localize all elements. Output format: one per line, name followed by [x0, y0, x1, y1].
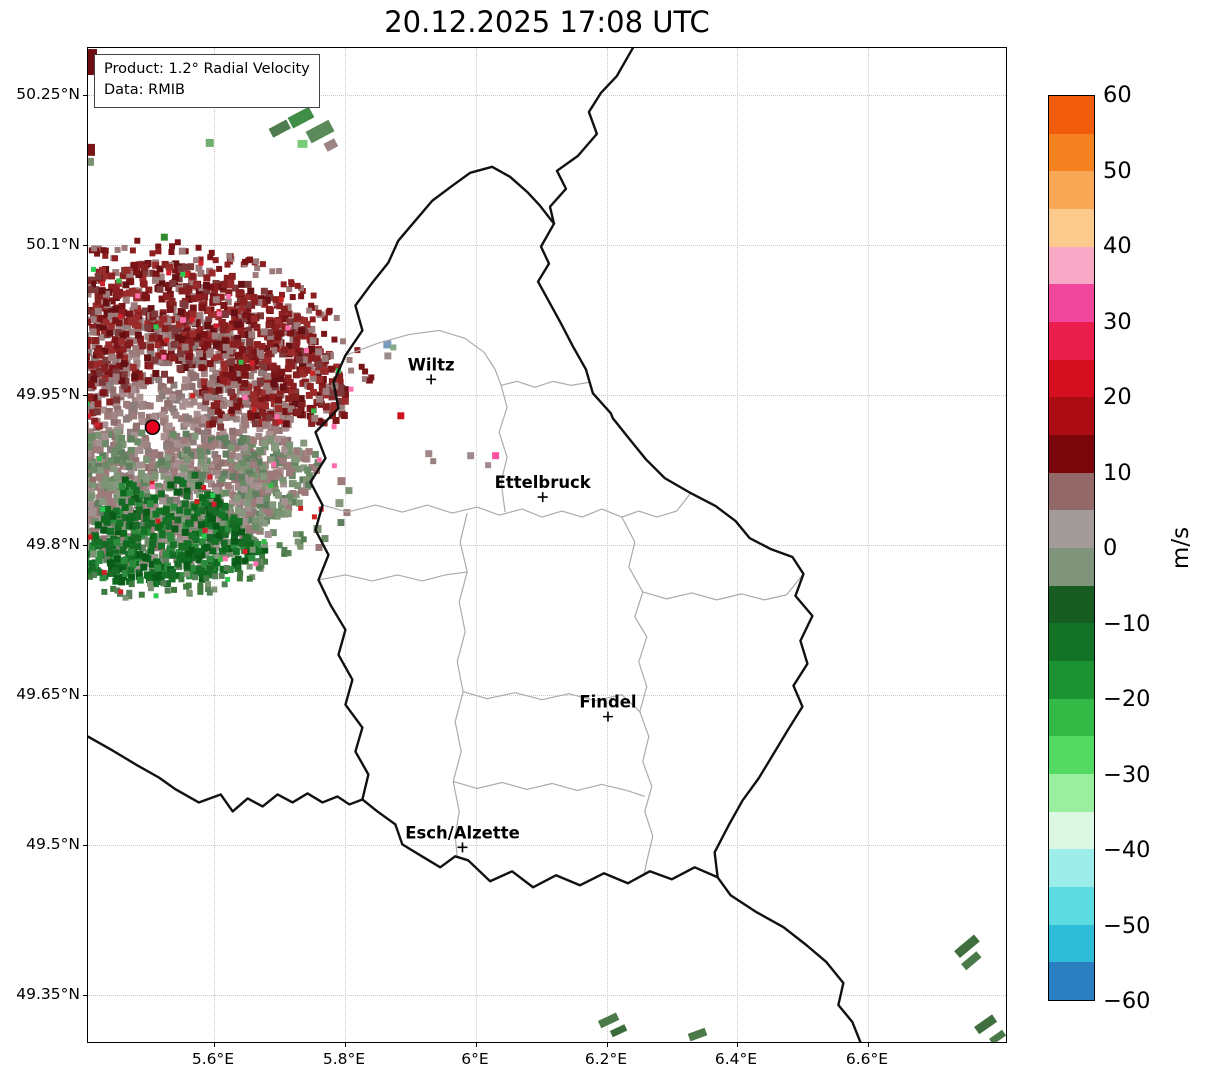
colorbar-tick-label: −40: [1103, 837, 1151, 863]
colorbar-segment: [1049, 397, 1094, 436]
colorbar-segment: [1049, 246, 1094, 285]
x-tick-label: 5.6°E: [191, 1050, 235, 1068]
svg-text:Findel: Findel: [579, 693, 636, 712]
radar-site-marker: [144, 419, 161, 435]
colorbar-segment: [1049, 623, 1094, 662]
x-tick-label: 5.8°E: [322, 1050, 366, 1068]
colorbar-tick-label: 0: [1103, 535, 1118, 561]
colorbar-segment: [1049, 811, 1094, 850]
colorbar-segment: [1049, 284, 1094, 323]
border-be-de-lu-east: [536, 48, 862, 1042]
colorbar-tick-label: −10: [1103, 611, 1151, 637]
colorbar-segment: [1049, 698, 1094, 737]
colorbar-tick-label: 20: [1103, 384, 1132, 410]
y-tick-label: 49.5°N: [26, 835, 80, 853]
city-marker: Esch/Alzette: [405, 823, 520, 853]
svg-text:Wiltz: Wiltz: [408, 355, 455, 374]
canton-borders: [318, 329, 804, 877]
colorbar-tick-label: 40: [1103, 233, 1132, 259]
border-fr-be: [88, 735, 364, 813]
colorbar-tick-label: 60: [1103, 82, 1132, 108]
colorbar-segment: [1049, 133, 1094, 172]
city-marker: Ettelbruck: [495, 473, 592, 503]
border-lu-south-west: [309, 165, 719, 889]
city-marker: Findel: [579, 693, 637, 722]
country-borders: [88, 48, 862, 1042]
scattered-echo-patches: [88, 49, 1006, 1042]
colorbar-segment: [1049, 472, 1094, 511]
colorbar-tick-label: 10: [1103, 460, 1132, 486]
radar-velocity-field: [88, 237, 375, 601]
city-markers: Wiltz Ettelbruck Findel Esch/Alzette: [405, 355, 637, 853]
legend-data-line: Data: RMIB: [104, 82, 185, 99]
colorbar-segment: [1049, 585, 1094, 624]
colorbar-segment: [1049, 548, 1094, 586]
colorbar-segment: [1049, 774, 1094, 812]
map-plot: Wiltz Ettelbruck Findel Esch/Alzette Produc…: [83, 47, 1007, 1047]
colorbar-segment: [1049, 962, 1094, 1001]
colorbar-segment: [1049, 661, 1094, 699]
colorbar-unit-label: m/s: [1168, 526, 1194, 570]
legend-box: Product: 1.2° Radial Velocity Data: RMIB: [94, 54, 320, 109]
colorbar: [1048, 95, 1095, 1001]
colorbar-segment: [1049, 359, 1094, 398]
colorbar-segment: [1049, 924, 1094, 963]
city-marker: Wiltz: [408, 355, 455, 385]
colorbar-segment: [1049, 510, 1094, 549]
legend-product-line: Product: 1.2° Radial Velocity: [104, 61, 310, 77]
y-tick-label: 49.95°N: [16, 385, 80, 403]
y-tick-label: 49.35°N: [16, 985, 80, 1003]
colorbar-tick-label: −50: [1103, 913, 1151, 939]
colorbar-segment: [1049, 435, 1094, 473]
colorbar-tick-label: 30: [1103, 309, 1132, 335]
colorbar-segment: [1049, 736, 1094, 775]
y-tick-label: 50.25°N: [16, 85, 80, 103]
y-tick-label: 50.1°N: [26, 235, 80, 253]
colorbar-segment: [1049, 887, 1094, 925]
y-tick-label: 49.8°N: [26, 535, 80, 553]
map-svg: Wiltz Ettelbruck Findel Esch/Alzette: [88, 48, 1006, 1042]
x-tick-label: 6°E: [461, 1050, 489, 1068]
colorbar-segment: [1049, 96, 1094, 134]
colorbar-segment: [1049, 171, 1094, 210]
x-tick-label: 6.2°E: [584, 1050, 628, 1068]
figure-title: 20.12.2025 17:08 UTC: [384, 5, 710, 39]
svg-text:Ettelbruck: Ettelbruck: [495, 473, 592, 492]
y-tick-label: 49.65°N: [16, 685, 80, 703]
colorbar-segment: [1049, 209, 1094, 247]
colorbar-tick-label: −60: [1103, 988, 1151, 1014]
svg-text:Esch/Alzette: Esch/Alzette: [405, 823, 520, 842]
colorbar-segment: [1049, 322, 1094, 360]
colorbar-tick-label: 50: [1103, 158, 1132, 184]
colorbar-tick-label: −30: [1103, 762, 1151, 788]
colorbar-segment: [1049, 849, 1094, 888]
x-tick-label: 6.4°E: [714, 1050, 758, 1068]
x-tick-label: 6.6°E: [845, 1050, 889, 1068]
colorbar-tick-label: −20: [1103, 686, 1151, 712]
